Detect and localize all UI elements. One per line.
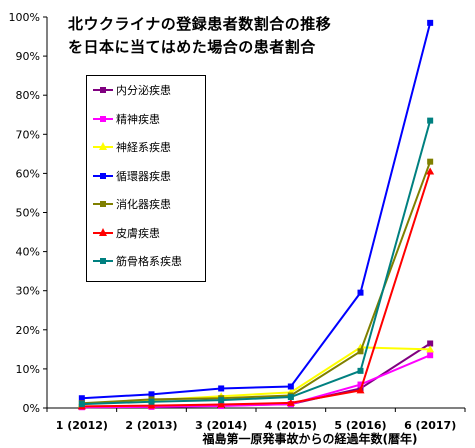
y-tick-label: 100% [9, 11, 40, 24]
y-tick-label: 70% [16, 128, 40, 141]
data-point [148, 398, 155, 405]
legend-label: 筋骨格系疾患 [116, 255, 182, 268]
y-tick-label: 20% [16, 324, 40, 337]
legend-swatch [93, 168, 113, 184]
legend-item: 精神疾患 [93, 111, 160, 127]
legend-swatch [93, 139, 113, 155]
y-tick-label: 60% [16, 167, 40, 180]
data-point [357, 289, 364, 296]
data-point [427, 340, 434, 347]
legend-swatch [93, 196, 113, 212]
legend-item: 神経系疾患 [93, 139, 171, 155]
legend-label: 内分泌疾患 [116, 84, 171, 97]
x-tick-label: 3 (2014) [195, 419, 247, 432]
legend-swatch [93, 225, 113, 241]
y-tick-label: 40% [16, 246, 40, 259]
data-point [427, 158, 434, 165]
legend-label: 消化器疾患 [116, 198, 171, 211]
data-point [287, 394, 294, 401]
series-line [81, 161, 432, 405]
data-point [148, 391, 155, 398]
y-tick-label: 90% [16, 50, 40, 63]
x-tick-label: 6 (2017) [404, 419, 456, 432]
data-point [147, 401, 156, 409]
legend-item: 筋骨格系疾患 [93, 253, 182, 269]
y-tick-label: 80% [16, 89, 40, 102]
series-line [81, 354, 431, 409]
y-tick-label: 30% [16, 285, 40, 298]
x-tick-label: 4 (2015) [265, 419, 317, 432]
chart-series [77, 19, 435, 411]
legend-label: 皮膚疾患 [116, 226, 160, 240]
chart-title-line-1: 北ウクライナの登録患者数割合の推移 [68, 15, 332, 33]
data-point [427, 352, 434, 359]
x-axis-label: 福島第一原発事故からの経過年数(暦年) [202, 431, 418, 446]
series-group [78, 19, 434, 402]
x-axis-ticks: 1 (2012) 2 (2013) 3 (2014) 4 (2015) 5 (2016)… [46, 408, 466, 432]
y-tick-label: 50% [16, 207, 40, 220]
data-point [218, 397, 225, 404]
data-point [218, 385, 225, 392]
data-point [427, 19, 434, 26]
data-point [78, 401, 85, 408]
legend-item: 内分泌疾患 [93, 82, 171, 98]
series-group [78, 117, 434, 408]
data-point [357, 367, 364, 374]
data-point [356, 386, 365, 394]
legend-swatch [93, 82, 113, 98]
x-tick-label: 2 (2013) [125, 419, 177, 432]
series-line [81, 171, 432, 408]
legend-swatch [93, 253, 113, 269]
chart-legend: 内分泌疾患精神疾患神経系疾患循環器疾患消化器疾患皮膚疾患筋骨格系疾患 [86, 75, 206, 282]
legend-label: 神経系疾患 [116, 141, 171, 154]
x-tick-label: 5 (2016) [334, 419, 386, 432]
data-point [78, 395, 85, 402]
legend-label: 精神疾患 [116, 112, 160, 126]
data-point [287, 383, 294, 390]
data-point [357, 348, 364, 355]
data-point [357, 381, 364, 388]
y-tick-label: 0% [23, 402, 40, 415]
series-group [77, 167, 435, 410]
data-point [427, 117, 434, 124]
series-line [81, 22, 432, 400]
data-point [217, 400, 226, 408]
y-tick-label: 10% [16, 363, 40, 376]
chart-title-line-2: を日本に当てはめた場合の患者割合 [68, 38, 316, 56]
legend-swatch [93, 111, 113, 127]
legend-label: 循環器疾患 [116, 169, 171, 183]
data-point [426, 345, 435, 353]
series-line [81, 120, 432, 406]
x-tick-label: 1 (2012) [56, 419, 108, 432]
data-point [426, 167, 435, 175]
legend-item: 循環器疾患 [93, 168, 171, 184]
legend-item: 消化器疾患 [93, 196, 171, 212]
legend-item: 皮膚疾患 [93, 225, 160, 241]
y-axis-ticks: 0% 10% 20% 30% 40% 50% 60% 70% 80% 90% 100% [9, 11, 47, 415]
data-point [286, 398, 295, 406]
